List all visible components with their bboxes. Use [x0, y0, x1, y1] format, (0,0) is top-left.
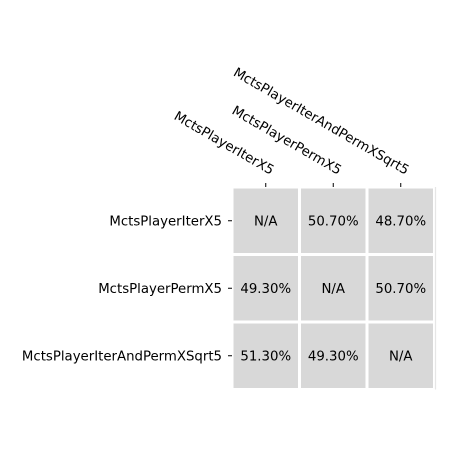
cell-value-r1-c1: N/A	[321, 282, 345, 297]
heatmap-cell-r2-c0	[233, 323, 298, 388]
heatmap-cell-r1-c1	[301, 256, 366, 321]
cells-layer	[233, 188, 433, 388]
cell-value-r1-c0: 49.30%	[240, 282, 291, 297]
cell-value-r2-c0: 51.30%	[240, 349, 291, 364]
row-label-2: MctsPlayerIterAndPermXSqrt5	[22, 349, 222, 364]
cell-value-r0-c2: 48.70%	[375, 214, 426, 229]
cell-value-r2-c2: N/A	[389, 349, 413, 364]
heatmap-cell-r1-c0	[233, 256, 298, 321]
ticks-layer	[228, 183, 437, 390]
col-label-1: MctsPlayerPermX5	[229, 104, 344, 179]
heatmap-cell-r0-c0	[233, 188, 298, 253]
cell-value-r0-c1: 50.70%	[308, 214, 359, 229]
cell-value-r2-c1: 49.30%	[308, 349, 359, 364]
row-label-0: MctsPlayerIterX5	[109, 214, 222, 229]
heatmap-cell-r0-c1	[301, 188, 366, 253]
row-label-1: MctsPlayerPermX5	[98, 282, 222, 297]
cell-value-r0-c0: N/A	[254, 214, 278, 229]
heatmap-cell-r2-c1	[301, 323, 366, 388]
heatmap-cell-r1-c2	[368, 256, 433, 321]
heatmap-cell-r0-c2	[368, 188, 433, 253]
heatmap-cell-r2-c2	[368, 323, 433, 388]
cell-value-r1-c2: 50.70%	[375, 282, 426, 297]
